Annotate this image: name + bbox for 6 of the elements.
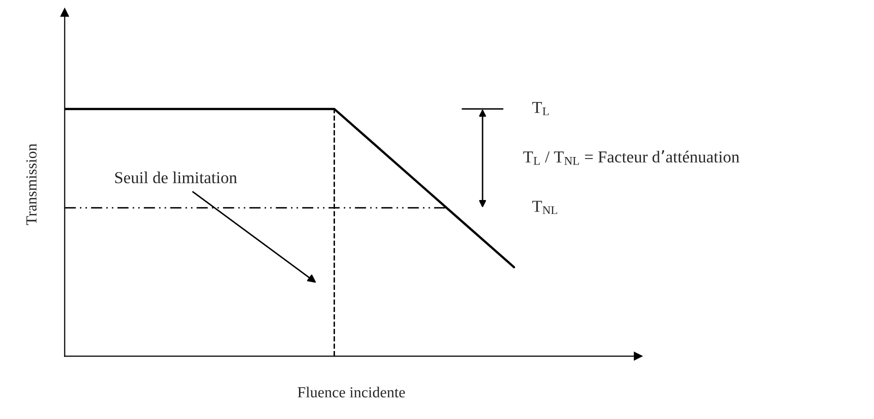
- y-axis-title: Transmission: [26, 144, 37, 225]
- annotation: T$_{NL}$: [532, 200, 558, 214]
- x-axis-title: Fluence incidente: [298, 386, 405, 398]
- annotation: Seuil de limitation: [115, 172, 237, 184]
- annotation: T$_{L}$: [532, 102, 549, 116]
- annotation: T$_{L}$ / T$_{NL}$ = Facteur d’atténuation: [523, 150, 740, 165]
